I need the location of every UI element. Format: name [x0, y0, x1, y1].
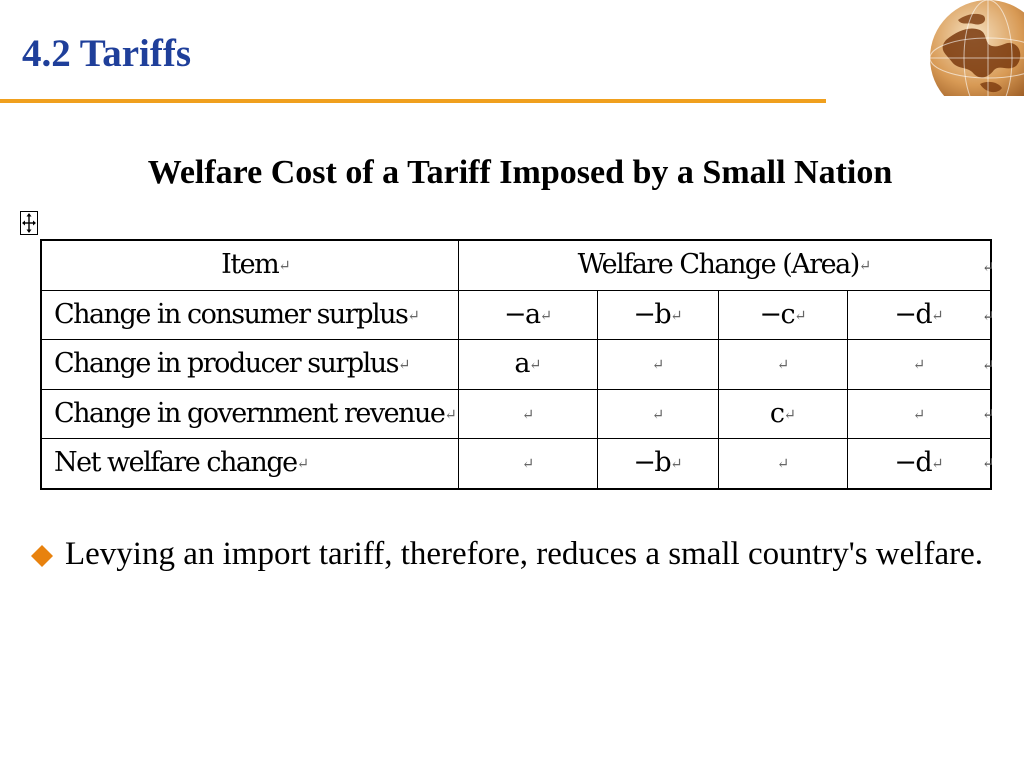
paragraph-mark: ↵ — [931, 306, 944, 324]
paragraph-mark: ↵ — [651, 355, 665, 374]
cell-value: c — [769, 397, 785, 429]
paragraph-mark: ↵ — [278, 256, 291, 275]
row-label-cell: Net welfare change↵ — [40, 438, 459, 490]
welfare-table: Item↵ Welfare Change (Area)↵ Change in c… — [40, 239, 992, 490]
cell-value: −a — [503, 298, 541, 330]
bullet-item: Levying an import tariff, therefore, red… — [30, 530, 992, 579]
value-cell: ↵ — [597, 339, 719, 390]
value-cell: −c↵ — [718, 289, 848, 340]
paragraph-mark: ↵ — [398, 355, 411, 374]
cell-value: −c — [759, 298, 795, 330]
table-row: Change in consumer surplus↵ −a↵ −b↵ −c↵ … — [40, 289, 992, 340]
paragraph-mark: ↵ — [858, 256, 872, 275]
cell-value: −b — [633, 447, 671, 478]
paragraph-mark: ↵ — [776, 355, 790, 374]
row-label-cell: Change in producer surplus↵ — [40, 339, 459, 390]
row-label: Change in consumer surplus — [54, 298, 409, 330]
header-item-label: Item — [221, 249, 280, 280]
paragraph-mark: ↵ — [539, 306, 553, 324]
value-cell: −a↵ — [458, 289, 598, 340]
header-welfare-cell: Welfare Change (Area)↵ — [458, 239, 992, 291]
row-end-mark: ↵ — [982, 258, 995, 276]
row-end-mark: ↵ — [982, 356, 995, 374]
row-label: Change in government revenue — [54, 397, 446, 429]
value-cell: −d↵ — [847, 438, 992, 490]
slide-title: 4.2 Tariffs — [22, 32, 192, 75]
globe-icon — [929, 0, 1024, 96]
paragraph-mark: ↵ — [651, 405, 665, 423]
value-cell: −b↵ — [597, 289, 719, 340]
row-end-mark: ↵ — [982, 454, 995, 472]
value-cell: ↵ — [847, 339, 992, 390]
row-end-mark: ↵ — [982, 307, 995, 325]
paragraph-mark: ↵ — [296, 454, 310, 473]
value-cell: ↵ — [847, 388, 992, 439]
paragraph-mark: ↵ — [521, 454, 535, 473]
paragraph-mark: ↵ — [912, 355, 926, 374]
value-cell: ↵ — [718, 339, 848, 390]
value-cell: ↵ — [458, 388, 598, 439]
row-end-marks: ↵ ↵ ↵ ↵ ↵ — [982, 241, 1002, 486]
paragraph-mark: ↵ — [931, 454, 944, 473]
table-caption: Welfare Cost of a Tariff Imposed by a Sm… — [147, 154, 893, 191]
value-cell: ↵ — [458, 438, 598, 490]
cell-value: −d — [894, 447, 932, 478]
header-item-cell: Item↵ — [40, 239, 459, 291]
value-cell: c↵ — [718, 388, 848, 439]
value-cell: ↵ — [718, 438, 848, 490]
header-welfare-label: Welfare Change (Area) — [577, 249, 861, 280]
paragraph-mark: ↵ — [670, 306, 683, 324]
diamond-bullet-icon — [31, 545, 53, 567]
paragraph-mark: ↵ — [407, 306, 420, 324]
paragraph-mark: ↵ — [776, 454, 790, 473]
table-row: Net welfare change↵ ↵ −b↵ ↵ −d↵ — [40, 438, 992, 490]
table-header-row: Item↵ Welfare Change (Area)↵ — [40, 239, 992, 291]
row-label: Change in producer surplus — [54, 348, 400, 379]
row-label: Net welfare change — [54, 447, 298, 478]
value-cell: −b↵ — [597, 438, 719, 490]
paragraph-mark: ↵ — [670, 454, 683, 473]
table-move-handle-icon[interactable] — [20, 211, 38, 235]
cell-value: −b — [633, 298, 671, 330]
paragraph-mark: ↵ — [521, 405, 535, 423]
table-row: Change in producer surplus↵ a↵ ↵ ↵ ↵ — [40, 339, 992, 390]
row-end-mark: ↵ — [982, 405, 995, 423]
bullet-text: Levying an import tariff, therefore, red… — [65, 536, 983, 572]
paragraph-mark: ↵ — [794, 306, 807, 324]
row-label-cell: Change in consumer surplus↵ — [40, 289, 459, 340]
value-cell: a↵ — [458, 339, 598, 390]
paragraph-mark: ↵ — [444, 405, 457, 423]
row-label-cell: Change in government revenue↵ — [40, 388, 459, 439]
paragraph-mark: ↵ — [912, 405, 926, 423]
cell-value: a — [514, 348, 530, 379]
paragraph-mark: ↵ — [783, 405, 797, 423]
table-row: Change in government revenue↵ ↵ ↵ c↵ ↵ — [40, 388, 992, 439]
paragraph-mark: ↵ — [529, 355, 542, 374]
title-rule — [0, 99, 826, 103]
cell-value: −d — [894, 298, 932, 330]
value-cell: −d↵ — [847, 289, 992, 340]
value-cell: ↵ — [597, 388, 719, 439]
